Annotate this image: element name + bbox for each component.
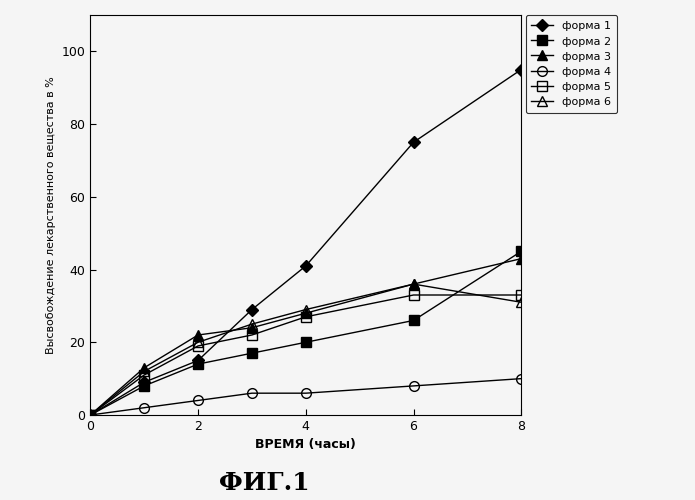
форма 6 [409,281,418,287]
форма 2 [194,361,202,367]
форма 6 [517,300,525,306]
форма 1 [409,140,418,145]
форма 1 [302,263,310,269]
форма 5 [517,292,525,298]
Y-axis label: Высвобождение лекарственного вещества в %: Высвобождение лекарственного вещества в … [46,76,56,354]
форма 6 [247,321,256,327]
X-axis label: ВРЕМЯ (часы): ВРЕМЯ (часы) [255,438,357,452]
Line: форма 1: форма 1 [86,66,525,419]
форма 5 [302,314,310,320]
форма 4 [140,404,149,410]
форма 4 [517,376,525,382]
Legend: форма 1, форма 2, форма 3, форма 4, форма 5, форма 6: форма 1, форма 2, форма 3, форма 4, форм… [525,15,617,113]
форма 2 [302,340,310,345]
Line: форма 6: форма 6 [85,279,526,420]
форма 6 [140,368,149,374]
форма 4 [86,412,95,418]
форма 5 [247,332,256,338]
форма 1 [517,66,525,72]
форма 2 [140,383,149,389]
форма 2 [409,318,418,324]
форма 2 [86,412,95,418]
форма 3 [247,324,256,330]
форма 2 [247,350,256,356]
форма 4 [409,383,418,389]
форма 1 [194,358,202,364]
форма 4 [302,390,310,396]
форма 3 [409,281,418,287]
форма 5 [140,372,149,378]
форма 6 [302,306,310,312]
форма 5 [86,412,95,418]
форма 3 [517,256,525,262]
Line: форма 2: форма 2 [85,246,526,420]
форма 3 [140,364,149,370]
форма 6 [86,412,95,418]
форма 1 [86,412,95,418]
Line: форма 4: форма 4 [85,374,526,420]
Line: форма 3: форма 3 [85,254,526,420]
форма 2 [517,248,525,254]
форма 3 [86,412,95,418]
форма 3 [302,310,310,316]
форма 3 [194,332,202,338]
форма 6 [194,340,202,345]
форма 4 [247,390,256,396]
Line: форма 5: форма 5 [85,290,526,420]
форма 1 [140,380,149,386]
форма 5 [194,343,202,349]
форма 4 [194,398,202,404]
Text: ФИГ.1: ФИГ.1 [219,471,309,495]
форма 1 [247,306,256,312]
форма 5 [409,292,418,298]
